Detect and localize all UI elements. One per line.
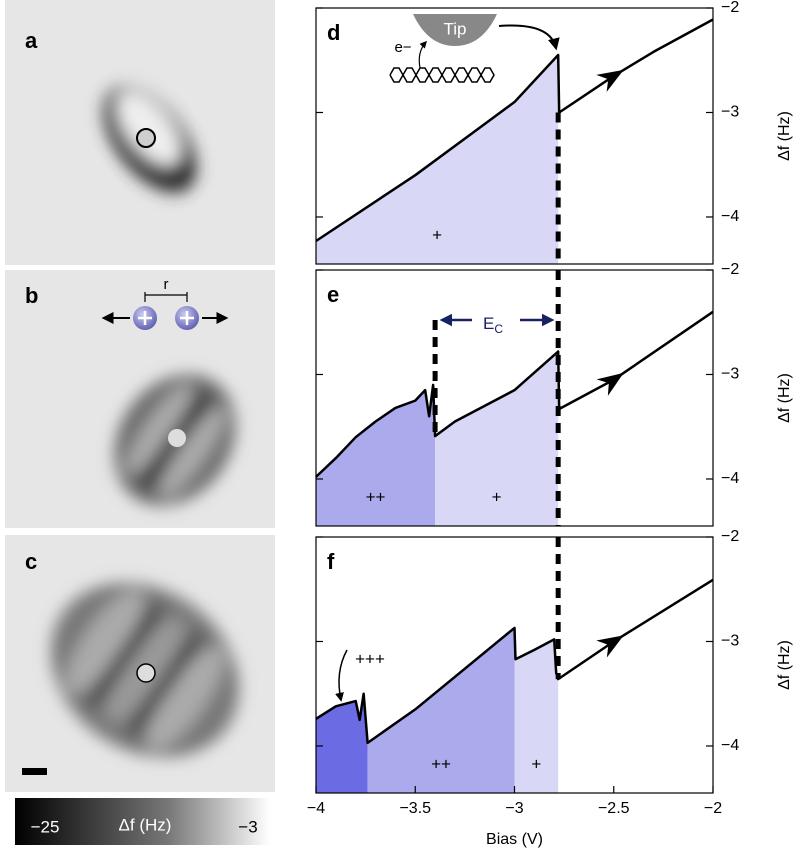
image-a: a (5, 0, 275, 265)
region-label: ++ (366, 487, 386, 506)
charging-energy-symbol: E (483, 314, 494, 333)
image-b: b r (5, 270, 275, 528)
x-axis-label: Bias (V) (486, 831, 543, 848)
panel-label: a (25, 28, 38, 53)
tip (413, 14, 497, 46)
panel-label: c (25, 549, 37, 574)
y-tick-label: −4 (721, 737, 739, 754)
molecule (389, 67, 495, 83)
electron-label: e− (394, 39, 411, 56)
colorbar-min: −25 (31, 817, 60, 836)
x-tick-label: −2 (704, 800, 722, 817)
colorbar-max: −3 (238, 817, 257, 836)
region-label: ++ (431, 754, 451, 773)
y-tick-label: −2 (721, 528, 739, 545)
electron-arrow (418, 40, 427, 69)
data-line (315, 18, 714, 243)
y-tick-label: −4 (721, 208, 739, 225)
distance-label: r (164, 276, 169, 293)
plot-frame (315, 269, 714, 527)
triple-charge-arrow (335, 649, 348, 702)
x-tick-label: −3 (505, 800, 523, 817)
region-label: + (432, 225, 442, 244)
scale-bar (22, 768, 47, 775)
chart: ++ +−2−3−4Δf (Hz)eEC (315, 261, 793, 527)
region-label: + (531, 754, 541, 773)
tip-arrow (498, 24, 560, 51)
panel-label: e (327, 282, 339, 307)
panel-label: d (327, 20, 340, 45)
data-line (315, 578, 714, 745)
x-tick-label: −4 (307, 800, 325, 817)
tip-label: Tip (444, 19, 467, 38)
triple-charge-label: +++ (355, 649, 385, 668)
plot-frame (315, 7, 714, 265)
chart: + −2 −3 −4 Δf (Hz) d Tip e− (315, 0, 793, 265)
x-tick-label: −2.5 (598, 800, 630, 817)
colorbar-title: Δf (Hz) (119, 815, 172, 834)
y-tick-label: −2 (721, 0, 739, 16)
sweep-arrow (596, 372, 624, 396)
panel-label: b (25, 283, 38, 308)
y-tick-label: −2 (721, 261, 739, 278)
panel-label: f (327, 549, 335, 574)
y-axis-label: Δf (Hz) (776, 640, 793, 690)
y-tick-label: −3 (721, 366, 739, 383)
image-c: c (5, 535, 275, 792)
region-label: + (492, 487, 502, 506)
charging-energy-subscript: C (494, 322, 503, 336)
y-tick-label: −3 (721, 633, 739, 650)
sweep-arrow (596, 635, 624, 658)
data-line (315, 310, 714, 478)
sweep-arrow (596, 69, 624, 92)
y-tick-label: −4 (721, 470, 739, 487)
charging-energy-label: EC (483, 314, 503, 336)
y-axis-label: Δf (Hz) (776, 373, 793, 423)
colorbar: −25 Δf (Hz) −3 (15, 798, 270, 845)
y-axis-label: Δf (Hz) (776, 111, 793, 161)
y-tick-label: −3 (721, 104, 739, 121)
x-tick-label: −3.5 (399, 800, 431, 817)
